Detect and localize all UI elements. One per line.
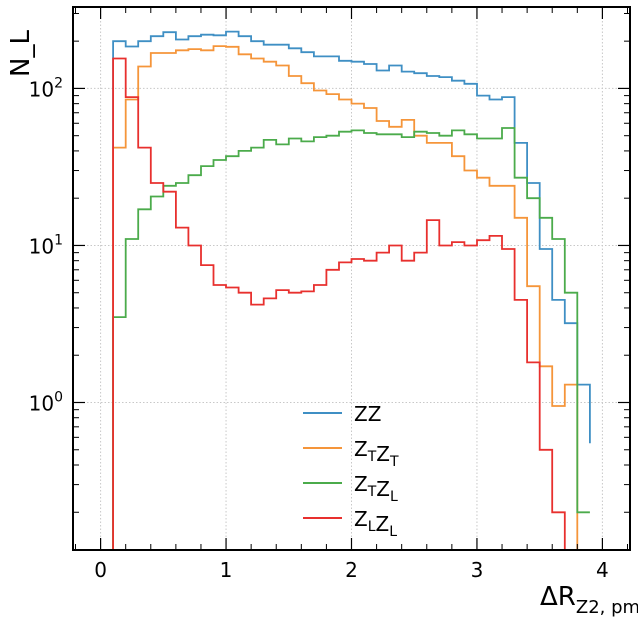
x-tick-label: 0 [94,558,107,582]
x-tick-label: 3 [471,558,484,582]
series-line-ztzt [112,45,590,551]
y-axis-label: N_L [6,29,36,76]
legend-label-ztzl: ZTZL [354,472,398,505]
y-tick-label: 100 [29,389,63,415]
plot-frame [72,6,631,551]
x-tick-label: 1 [220,558,233,582]
y-tick-label: 101 [29,232,63,258]
y-tick-label: 102 [29,75,63,101]
series-line-ztzl [112,127,590,550]
grid [73,7,630,550]
series-line-zz [112,30,591,550]
x-axis-label: ΔRZ2, pm [540,582,638,618]
series-layer [112,30,591,551]
legend-label-zlzl: ZLZL [354,507,397,540]
legend-label-ztzt: ZTZT [354,437,399,470]
x-tick-label: 2 [345,558,358,582]
x-tick-label: 4 [596,558,609,582]
legend-label-zz: ZZ [354,402,381,426]
tick-labels: 0 1 2 3 4 100 101 102 [29,75,609,582]
series-line-zlzl [112,57,590,551]
